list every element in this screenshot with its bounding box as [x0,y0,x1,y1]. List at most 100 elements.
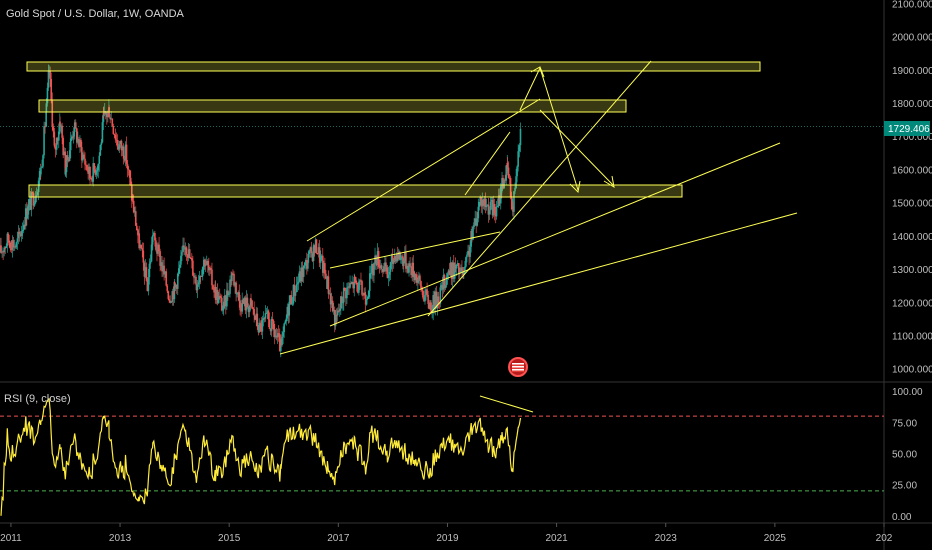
candle-body [85,164,87,166]
candle-body [240,310,242,312]
channel-lower-line[interactable] [279,212,798,355]
candle-body [473,222,475,227]
candle-body [405,252,407,269]
candle-body [408,263,410,273]
candle-body [337,310,340,312]
candle-body [428,303,430,310]
candle-body [205,260,208,265]
candle-body [517,151,519,167]
candle-body [7,233,9,241]
candle-body [94,169,97,175]
price-axis[interactable]: 1000.000 1100.000 1200.000 1300.000 1400.000… [892,0,932,523]
candle-body [28,199,31,205]
candle-body [375,255,377,265]
candle-body [254,315,257,320]
candle-body [272,320,275,330]
candle-body [41,166,43,168]
candle-body [273,329,276,338]
candle-body [47,71,50,88]
candle-body [153,232,155,236]
candle-body [160,262,162,266]
candle-body [404,252,406,261]
wedge-line-1[interactable] [427,60,652,317]
candle-body [480,197,483,207]
candle-body [145,267,148,281]
candle-body [129,177,132,185]
candle-body [304,260,307,263]
candle-body [488,210,491,215]
candle-body [497,195,500,206]
candle-body [299,271,302,282]
candle-body [230,279,232,282]
candle-body [249,298,252,306]
candle-body [91,178,93,182]
candle-body [385,262,387,272]
candle-body [243,297,246,304]
time-axis[interactable]: 2011 2013 2015 2017 2019 2021 2023 2025 202 [0,523,893,544]
wedge-line-2[interactable] [464,131,511,196]
candle-body [447,270,450,274]
candle-body [454,264,457,269]
candle-body [308,251,311,254]
candle-body [342,287,345,303]
candle-body [127,169,130,171]
zone-box-1900[interactable] [26,61,761,72]
channel-upper-line[interactable] [306,98,541,242]
candle-body [67,160,70,162]
candle-body [38,171,41,181]
zone-box-1550[interactable] [28,184,683,198]
candle-body [132,200,135,213]
candle-body [191,258,193,261]
channel-base-line[interactable] [329,231,501,269]
candle-body [320,255,323,257]
candle-body [144,267,147,277]
price-tick-label: 2000.000 [892,33,932,44]
candle-body [367,290,370,297]
candle-body [209,268,211,271]
candle-body [355,282,358,285]
rsi-trend-line[interactable] [479,395,534,413]
candle-body [282,332,284,337]
candle-body [417,279,419,283]
us-flag-icon[interactable] [508,357,528,377]
candle-body [143,262,146,277]
candle-body [419,275,421,282]
candle-body [477,206,480,219]
candle-body [176,273,179,289]
candle-body [151,235,154,242]
candle-body [83,154,85,159]
candle-body [42,155,44,167]
candle-body [239,300,241,311]
candle-body [13,246,16,248]
candle-body [73,122,76,133]
candle-body [399,251,401,260]
candle-body [486,204,489,206]
candle-body [491,199,494,216]
candle-body [507,167,510,178]
projection-arrow-2[interactable] [539,109,614,186]
projection-arrow-1[interactable] [519,66,579,191]
candle-body [443,274,446,289]
candle-body [383,266,385,272]
candle-body [164,271,166,275]
candle-body [111,118,114,126]
candle-body [76,128,78,143]
candle-body [335,314,338,316]
zone-box-1800[interactable] [38,99,627,113]
candle-body [439,287,442,304]
candle-body [474,218,476,223]
candle-body [88,166,90,174]
candle-body [313,245,316,253]
channel-mid-line[interactable] [329,142,781,327]
candle-body [229,279,231,294]
candle-body [284,321,287,324]
candle-body [183,245,185,248]
rsi-indicator-label[interactable]: RSI (9, close) [4,393,71,405]
candle-body [19,233,22,236]
candle-body [455,264,458,269]
candle-body [197,282,200,285]
candle-body [280,339,282,346]
candle-body [52,126,55,132]
candle-body [35,195,38,198]
